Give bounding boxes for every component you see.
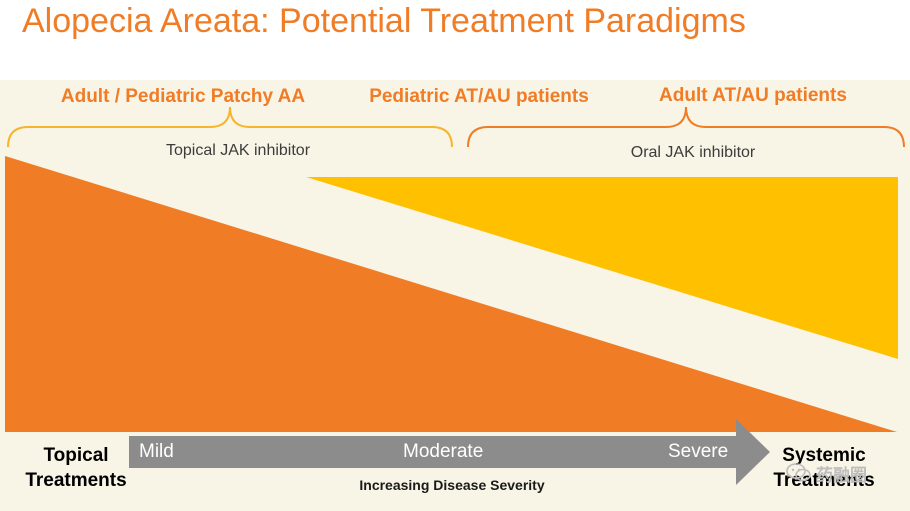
- oral-bracket: [467, 106, 905, 148]
- chat-bubble-icon: [786, 463, 811, 482]
- severity-mild: Mild: [139, 441, 174, 462]
- severity-axis-label: Increasing Disease Severity: [359, 477, 545, 493]
- group-label-adult-pediatric-patchy: Adult / Pediatric Patchy AA: [60, 86, 306, 107]
- group-label-pediatric-at-au: Pediatric AT/AU patients: [369, 86, 589, 107]
- oral-wedge: [306, 177, 898, 359]
- oral-jak-label: Oral JAK inhibitor: [630, 144, 756, 161]
- slide-title: Alopecia Areata: Potential Treatment Par…: [22, 2, 746, 40]
- topical-wedge: [5, 156, 897, 432]
- group-label-adult-at-au: Adult AT/AU patients: [659, 85, 847, 106]
- topical-treatments-label: Topical Treatments: [25, 445, 127, 491]
- topical-jak-label: Topical JAK inhibitor: [165, 142, 311, 159]
- severity-arrow: [129, 419, 770, 485]
- severity-severe: Severe: [668, 441, 729, 462]
- systemic-treatments-label: Systemic Treatments: [773, 445, 875, 491]
- severity-moderate: Moderate: [403, 441, 484, 462]
- topical-bracket: [7, 106, 453, 148]
- watermark: 药融圈: [786, 458, 882, 488]
- watermark-text: 药融圈: [816, 465, 867, 486]
